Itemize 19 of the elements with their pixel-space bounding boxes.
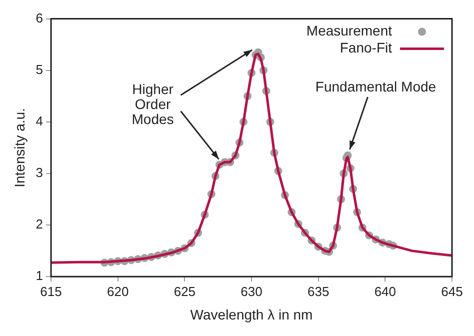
- y-tick-label: 6: [36, 10, 44, 26]
- x-tick-label: 640: [374, 284, 396, 299]
- x-tick-label: 615: [40, 284, 62, 299]
- x-tick-label: 620: [107, 284, 129, 299]
- y-tick-label: 1: [36, 268, 44, 284]
- y-axis-title: Intensity a.u.: [11, 108, 28, 188]
- x-tick-label: 630: [240, 284, 262, 299]
- x-axis-title: Wavelength λ in nm: [190, 306, 313, 322]
- x-tick-label: 645: [441, 284, 463, 299]
- y-tick-label: 4: [36, 114, 44, 128]
- y-tick-label: 3: [36, 165, 44, 180]
- y-tick-label: 2: [36, 216, 44, 232]
- y-tick-label: 5: [36, 62, 44, 77]
- x-tick-label: 625: [174, 284, 196, 299]
- legend-label: Measurement: [306, 22, 392, 39]
- annotation: Higher Order Modes: [132, 81, 174, 128]
- x-tick-label: 635: [307, 284, 330, 299]
- annotation: Fundamental Mode: [315, 78, 436, 94]
- legend-label: Fano-Fit: [340, 40, 392, 56]
